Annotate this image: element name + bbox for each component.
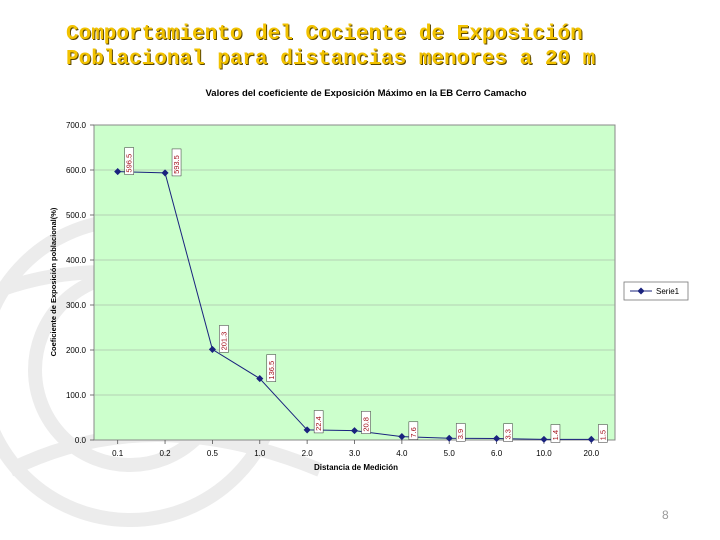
legend-box xyxy=(623,281,689,301)
x-tick-label: 3.0 xyxy=(349,449,361,458)
x-tick-label: 4.0 xyxy=(396,449,408,458)
data-label-box xyxy=(503,423,513,442)
data-label-group: 20.8 xyxy=(361,410,371,434)
data-label-box xyxy=(171,148,182,177)
data-point xyxy=(256,375,264,383)
x-tick-label: 1.0 xyxy=(254,449,266,458)
data-label-group: 3.3 xyxy=(503,423,513,442)
legend-marker xyxy=(637,287,645,295)
data-labels: 596.5 593.5 201.3 136.5 22.4 20.8 7.6 3.9 3.3 1.4… xyxy=(124,147,608,443)
x-tick-label: 0.2 xyxy=(159,449,171,458)
x-tick-label: 5.0 xyxy=(444,449,456,458)
data-label-group: 1.4 xyxy=(550,424,561,443)
y-axis-ticks: 0.0 100.0 200.0 300.0 400.0 500.0 600.0 700.0 xyxy=(66,121,94,445)
gridlines xyxy=(94,169,615,396)
data-label-box xyxy=(313,410,324,434)
y-tick-label: 100.0 xyxy=(66,391,87,400)
data-label: 1.4 xyxy=(551,430,560,440)
y-axis-label: Coeficiente de Exposición poblacional(%) xyxy=(49,207,58,356)
x-tick-label: 0.1 xyxy=(112,449,124,458)
data-point xyxy=(114,168,122,176)
data-point xyxy=(208,345,216,353)
data-label: 3.9 xyxy=(456,429,465,439)
y-tick-label: 200.0 xyxy=(66,346,87,355)
y-tick-label: 300.0 xyxy=(66,301,87,310)
data-label-group: 201.3 xyxy=(219,325,229,353)
y-tick-label: 700.0 xyxy=(66,121,87,130)
x-tick-label: 20.0 xyxy=(584,449,600,458)
legend-series-name: Serie1 xyxy=(656,287,680,296)
page-number: 8 xyxy=(662,508,669,522)
chart-title: Valores del coeficiente de Exposición Má… xyxy=(206,88,527,99)
data-point xyxy=(493,434,501,443)
data-label-box xyxy=(219,325,229,353)
slide-title-line-1: Comportamiento del Cociente de Exposició… xyxy=(66,23,583,46)
data-label: 7.6 xyxy=(409,427,418,437)
data-label-box xyxy=(598,424,608,443)
x-axis-ticks: 0.1 0.2 0.5 1.0 2.0 3.0 4.0 5.0 6.0 10.0 20.0 xyxy=(112,440,600,458)
data-label-group: 596.5 xyxy=(124,147,134,175)
data-label-box xyxy=(124,147,134,175)
data-label-box xyxy=(361,410,371,434)
y-tick-label: 400.0 xyxy=(66,256,87,265)
x-tick-label: 10.0 xyxy=(536,449,552,458)
data-point xyxy=(445,434,453,442)
data-label: 1.5 xyxy=(598,430,607,440)
data-label-group: 136.5 xyxy=(266,354,277,382)
data-label: 20.8 xyxy=(362,417,371,432)
data-label: 201.3 xyxy=(219,332,228,351)
data-label: 593.5 xyxy=(172,155,181,174)
data-point xyxy=(161,169,169,177)
data-point xyxy=(540,435,548,443)
data-point xyxy=(398,433,406,441)
data-label-group: 593.5 xyxy=(171,148,182,177)
data-label-group: 1.5 xyxy=(598,424,608,443)
data-label-group: 22.4 xyxy=(313,410,324,434)
y-tick-label: 500.0 xyxy=(66,211,87,220)
data-label-box xyxy=(455,423,466,442)
x-tick-label: 6.0 xyxy=(491,449,503,458)
x-tick-label: 0.5 xyxy=(207,449,219,458)
data-label: 22.4 xyxy=(314,416,323,431)
data-label: 3.3 xyxy=(504,429,513,439)
data-label-box xyxy=(550,424,561,443)
data-label-group: 7.6 xyxy=(408,421,419,440)
data-label-group: 3.9 xyxy=(455,423,466,442)
data-point xyxy=(587,435,595,443)
plot-area xyxy=(93,124,616,441)
slide-title: Comportamiento del Cociente de Exposició… xyxy=(66,22,706,72)
data-label: 596.5 xyxy=(125,154,134,173)
data-label-box xyxy=(408,421,419,440)
legend: Serie1 xyxy=(623,281,689,301)
y-tick-label: 0.0 xyxy=(75,436,87,445)
data-label: 136.5 xyxy=(267,361,276,380)
x-tick-label: 2.0 xyxy=(302,449,314,458)
x-axis-label: Distancia de Medición xyxy=(314,463,398,472)
data-label-box xyxy=(266,354,277,382)
data-point xyxy=(303,426,311,434)
slide-title-line-2: Poblacional para distancias menores a 20… xyxy=(66,48,596,71)
y-tick-label: 600.0 xyxy=(66,166,87,175)
data-point xyxy=(350,427,359,435)
